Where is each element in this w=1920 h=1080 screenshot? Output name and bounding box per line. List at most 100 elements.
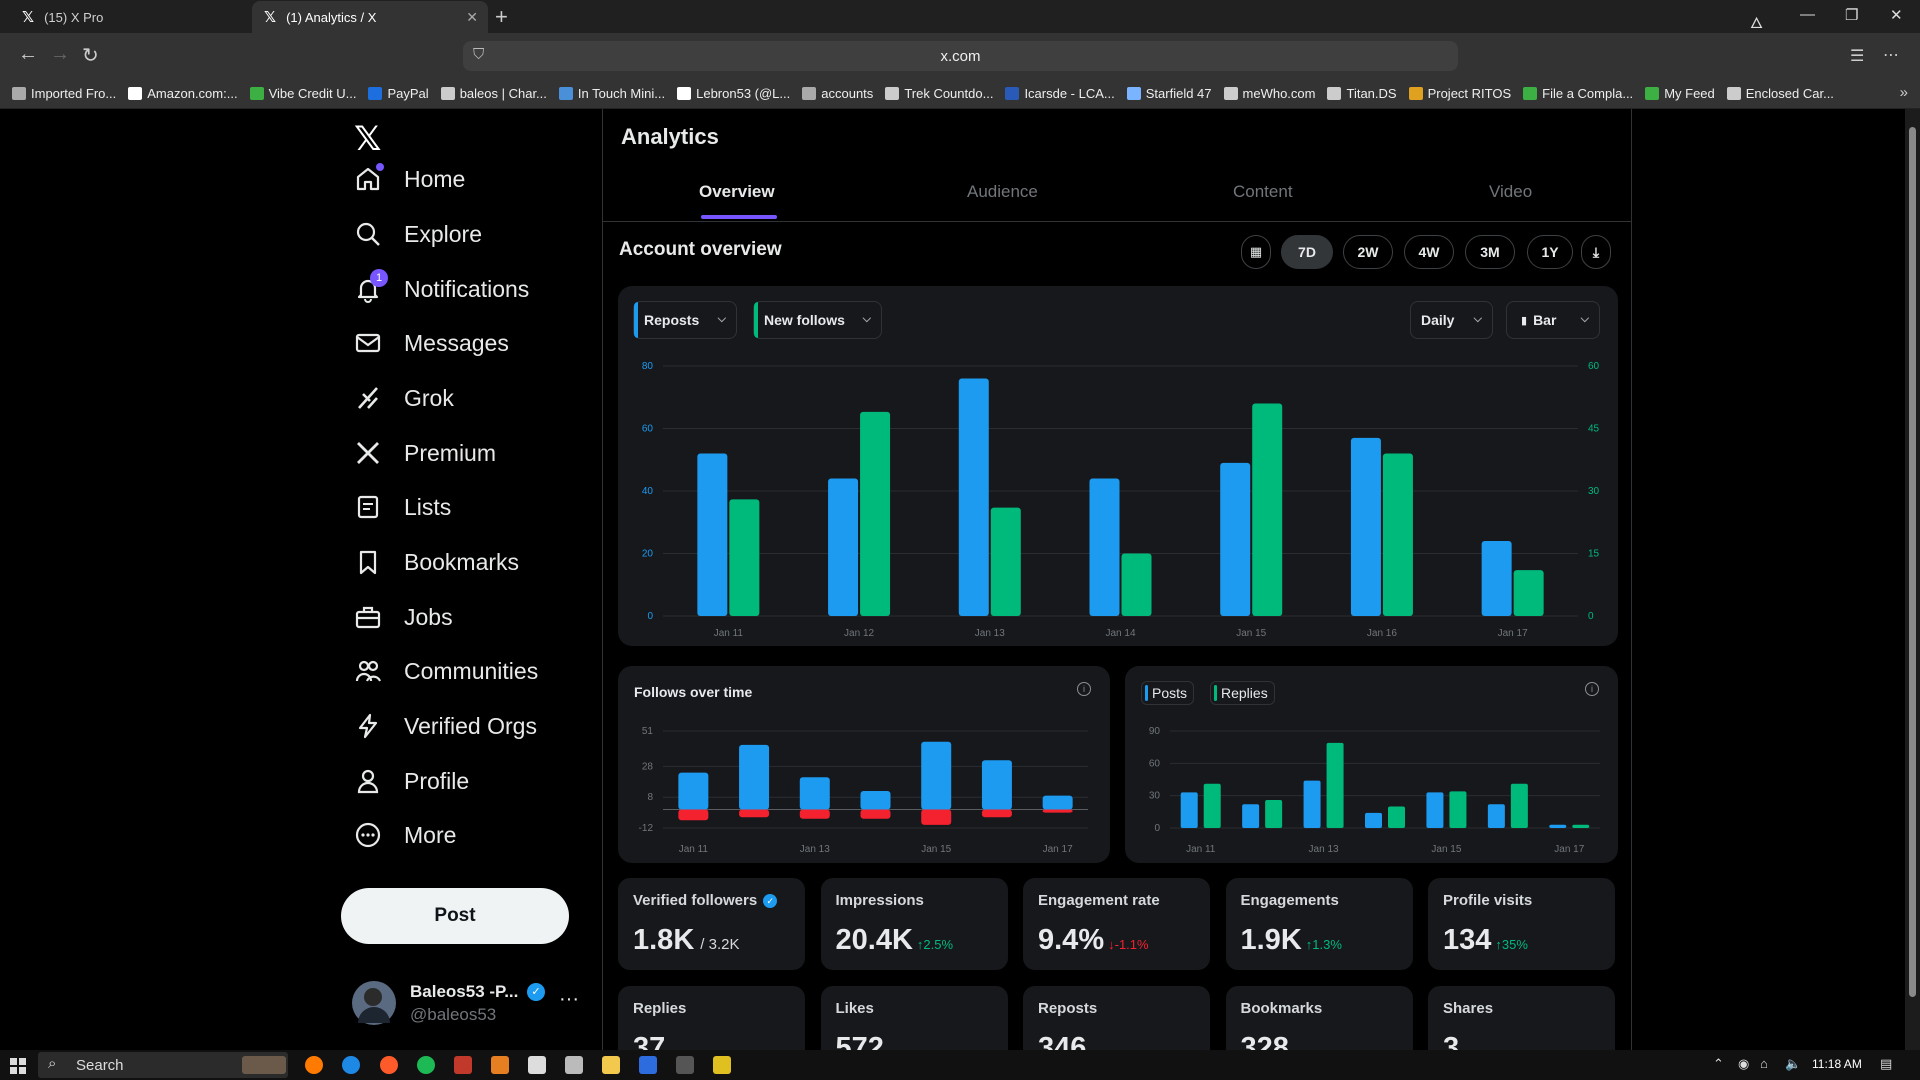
tab-content[interactable]: Content <box>1233 182 1293 201</box>
bookmark-item[interactable]: baleos | Char... <box>440 86 547 101</box>
metric2-dropdown[interactable]: New follows ⌵ <box>753 301 882 339</box>
nav-item-explore[interactable]: Explore <box>352 210 482 258</box>
nav-item-jobs[interactable]: Jobs <box>352 593 453 641</box>
stat-card[interactable]: Shares 3 <box>1428 986 1615 1050</box>
metric1-dropdown[interactable]: Reposts ⌵ <box>633 301 737 339</box>
range-2w[interactable]: 2W <box>1343 235 1393 269</box>
address-bar[interactable]: ⛉ x.com <box>463 41 1458 71</box>
nav-item-home[interactable]: Home <box>352 155 465 203</box>
nav-item-grok[interactable]: Grok <box>352 374 454 422</box>
close-window-icon[interactable]: ✕ <box>1890 7 1903 24</box>
bookmark-item[interactable]: Titan.DS <box>1327 86 1397 101</box>
download-button[interactable]: ⤓ <box>1581 235 1611 269</box>
info-icon[interactable]: i <box>1585 682 1599 696</box>
replies-chip[interactable]: Replies <box>1210 681 1275 705</box>
bookmark-item[interactable]: meWho.com <box>1223 86 1315 101</box>
stat-card[interactable]: Likes 572 <box>820 986 1008 1050</box>
nav-item-lists[interactable]: Lists <box>352 483 451 531</box>
bookmark-item[interactable]: File a Compla... <box>1523 86 1633 101</box>
bookmark-item[interactable]: My Feed <box>1645 86 1715 101</box>
bookmark-item[interactable]: Lebron53 (@L... <box>677 86 790 101</box>
app-icon[interactable] <box>491 1056 509 1074</box>
stat-card[interactable]: Profile visits 134 ↑35% <box>1428 878 1615 970</box>
close-tab-icon[interactable]: ✕ <box>466 8 478 25</box>
menu-dots-icon[interactable]: ⋯ <box>1883 47 1899 64</box>
stat-card[interactable]: Verified followers ✓ 1.8K/ 3.2K <box>618 878 805 970</box>
stat-card[interactable]: Bookmarks 328 <box>1225 986 1413 1050</box>
bookmark-item[interactable]: Project RITOS <box>1408 86 1511 101</box>
calculator-icon[interactable] <box>528 1056 546 1074</box>
nav-item-verified-orgs[interactable]: Verified Orgs <box>352 702 537 750</box>
reload-icon[interactable]: ↻ <box>82 45 99 67</box>
more-dots-icon[interactable]: ··· <box>559 988 579 1010</box>
camera-icon[interactable]: ◉ <box>1738 1056 1750 1071</box>
stat-card[interactable]: Reposts 346 <box>1023 986 1210 1050</box>
tab-overview[interactable]: Overview <box>699 182 775 201</box>
scrollbar-thumb[interactable] <box>1909 127 1916 997</box>
new-tab-icon[interactable]: + <box>495 4 508 29</box>
bookmark-item[interactable]: Vibe Credit U... <box>249 86 356 101</box>
nav-item-notifications[interactable]: 1 Notifications <box>352 265 529 313</box>
minimize-icon[interactable]: — <box>1800 6 1815 23</box>
notepad-icon[interactable] <box>565 1056 583 1074</box>
posts-chip[interactable]: Posts <box>1141 681 1195 705</box>
bookmark-item[interactable]: Starfield 47 <box>1126 86 1212 101</box>
shield-icon[interactable]: ⛉ <box>473 46 485 63</box>
notifications-tray-icon[interactable]: ▤ <box>1880 1056 1893 1071</box>
post-button[interactable]: Post <box>341 888 569 944</box>
more-bookmarks-icon[interactable]: » <box>1899 84 1908 101</box>
network-icon[interactable]: ⌂ <box>1760 1056 1768 1071</box>
tray-up-icon[interactable]: ⌃ <box>1713 1056 1724 1071</box>
range-3m[interactable]: 3M <box>1465 235 1515 269</box>
app-icon[interactable] <box>676 1056 694 1074</box>
nav-item-profile[interactable]: Profile <box>352 757 469 805</box>
bookmark-item[interactable]: Enclosed Car... <box>1726 86 1834 101</box>
x-logo-icon[interactable]: 𝕏 <box>354 120 382 158</box>
app-icon[interactable] <box>713 1056 731 1074</box>
file-explorer-icon[interactable] <box>602 1056 620 1074</box>
spotify-icon[interactable] <box>417 1056 435 1074</box>
edge-icon[interactable] <box>342 1056 360 1074</box>
chart-type-dropdown[interactable]: ▮ Bar ⌵ <box>1506 301 1600 339</box>
nav-item-more[interactable]: More <box>352 811 456 859</box>
tab-audience[interactable]: Audience <box>967 182 1038 201</box>
bar-reposts <box>1220 462 1251 616</box>
nav-item-premium[interactable]: Premium <box>352 429 496 477</box>
bookmark-item[interactable]: Trek Countdo... <box>885 86 993 101</box>
browser-tab[interactable]: 𝕏 (15) X Pro <box>10 1 250 33</box>
brave-icon[interactable] <box>380 1056 398 1074</box>
firefox-icon[interactable] <box>305 1056 323 1074</box>
bookmark-item[interactable]: Imported Fro... <box>12 86 116 101</box>
stat-card[interactable]: Impressions 20.4K ↑2.5% <box>820 878 1008 970</box>
range-4w[interactable]: 4W <box>1404 235 1454 269</box>
bookmark-item[interactable]: Icarsde - LCA... <box>1005 86 1115 101</box>
browser-tab-active[interactable]: 𝕏 (1) Analytics / X ✕ <box>252 1 488 33</box>
volume-icon[interactable]: 🔈 <box>1785 1056 1802 1071</box>
interval-dropdown[interactable]: Daily ⌵ <box>1410 301 1493 339</box>
bookmark-item[interactable]: accounts <box>802 86 873 101</box>
stat-card[interactable]: Engagements 1.9K ↑1.3% <box>1225 878 1413 970</box>
scrollbar[interactable] <box>1905 109 1920 1050</box>
nav-item-bookmarks[interactable]: Bookmarks <box>352 538 519 586</box>
stat-card[interactable]: Replies 37 <box>618 986 805 1050</box>
calendar-button[interactable]: ▦ <box>1241 235 1271 269</box>
back-icon[interactable]: ← <box>18 43 38 65</box>
reading-list-icon[interactable]: ☰ <box>1850 48 1865 65</box>
app-icon[interactable] <box>639 1056 657 1074</box>
bookmark-item[interactable]: PayPal <box>368 86 429 101</box>
nav-item-messages[interactable]: Messages <box>352 319 509 367</box>
restore-icon[interactable]: ❐ <box>1845 7 1859 24</box>
stat-card[interactable]: Engagement rate 9.4% ↓-1.1% <box>1023 878 1210 970</box>
tab-video[interactable]: Video <box>1489 182 1533 201</box>
bookmark-item[interactable]: In Touch Mini... <box>558 86 665 101</box>
app-icon[interactable] <box>454 1056 472 1074</box>
windows-start-icon[interactable] <box>10 1058 26 1074</box>
range-1y[interactable]: 1Y <box>1527 235 1573 269</box>
forward-icon[interactable]: → <box>50 43 70 65</box>
account-switcher[interactable]: Baleos53 -P... ✓ @baleos53 ··· <box>352 978 584 1030</box>
info-icon[interactable]: i <box>1077 682 1091 696</box>
bookmark-item[interactable]: Amazon.com:... <box>128 86 238 101</box>
nav-item-communities[interactable]: Communities <box>352 647 538 695</box>
flame-icon[interactable]: 🜂 <box>1750 15 1764 32</box>
range-7d[interactable]: 7D <box>1281 235 1333 269</box>
